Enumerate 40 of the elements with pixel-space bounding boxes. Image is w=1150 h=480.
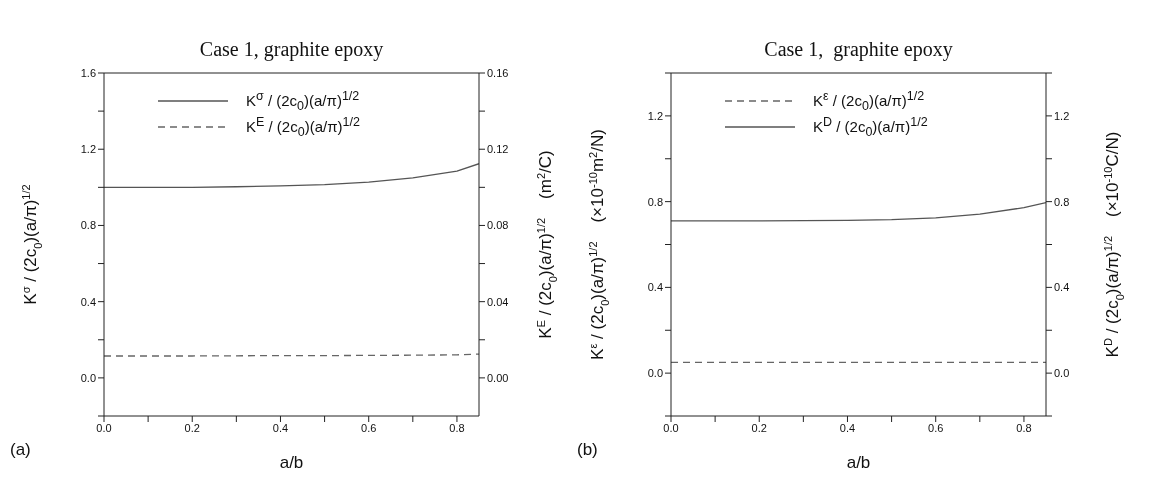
text: (a) — [10, 440, 31, 460]
y2-tick-label: 1.2 — [1054, 109, 1070, 122]
line-series — [671, 202, 1046, 222]
y2-tick-label: 0.08 — [487, 219, 509, 232]
x-tick-label: 0.8 — [449, 421, 465, 434]
x-tick-label: 0.6 — [361, 421, 377, 434]
x-tick-label: 0.6 — [928, 421, 944, 434]
line-series — [104, 163, 479, 188]
y-tick-label: 0.0 — [647, 367, 663, 380]
legend-label: K$^{ε}$ / (2c$_{0}$)(a/π)$^{1/2}$ — [813, 89, 925, 113]
x-tick-label: 0.4 — [839, 421, 856, 434]
x-tick-label: 0.4 — [272, 421, 289, 434]
y-tick-label: 1.6 — [80, 66, 96, 79]
legend-label: K$^{D}$ / (2c$_{0}$)(a/π)$^{1/2}$ — [813, 115, 928, 139]
y2-tick-label: 0.16 — [487, 66, 509, 79]
y-tick-label: 0.8 — [80, 219, 96, 232]
text: (b) — [577, 440, 598, 460]
x-tick-label: 0.0 — [96, 421, 112, 434]
chart-title: Case 1, graphite epoxy — [763, 38, 954, 61]
legend-label: K$^{σ}$ / (2c$_{0}$)(a/π)$^{1/2}$ — [246, 89, 360, 113]
y-tick-label: 0.0 — [80, 371, 96, 384]
x-tick-label: 0.0 — [663, 421, 679, 434]
x-tick-label: 0.8 — [1016, 421, 1032, 434]
y2-tick-label: 0.0 — [1054, 367, 1070, 380]
x-axis-title: a/b — [279, 453, 304, 472]
y-tick-label: 0.8 — [647, 195, 663, 208]
y-tick-label: 1.2 — [647, 109, 663, 122]
x-tick-label: 0.2 — [751, 421, 767, 434]
y2-tick-label: 0.8 — [1054, 195, 1070, 208]
y-tick-label: 1.2 — [80, 143, 96, 156]
x-axis-title: a/b — [846, 453, 871, 472]
y2-tick-label: 0.12 — [487, 143, 509, 156]
y2-tick-label: 0.00 — [487, 371, 509, 384]
legend-label: K$^{E}$ / (2c$_{0}$)(a/π)$^{1/2}$ — [246, 115, 360, 139]
y-tick-label: 0.4 — [647, 281, 663, 294]
y2-tick-label: 0.04 — [487, 295, 509, 308]
y2-tick-label: 0.4 — [1054, 281, 1070, 294]
chart-title: Case 1, graphite epoxy — [198, 38, 385, 61]
y-tick-label: 0.4 — [80, 295, 96, 308]
x-tick-label: 0.2 — [184, 421, 200, 434]
